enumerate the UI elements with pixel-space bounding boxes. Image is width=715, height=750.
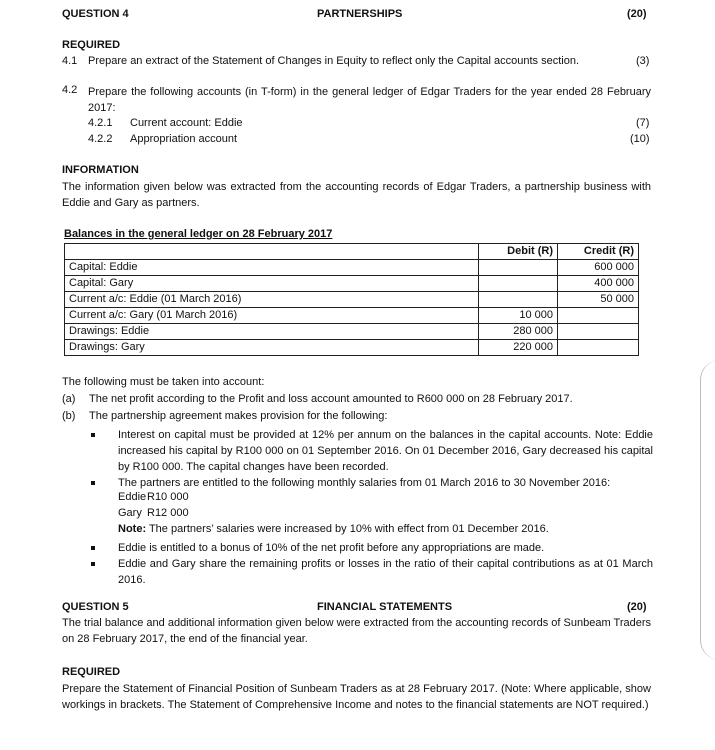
requirement-4-1: Prepare an extract of the Statement of C…	[88, 55, 579, 67]
question-5-intro: The trial balance and additional informa…	[62, 617, 651, 645]
item-number: 4.2.1	[88, 117, 113, 129]
note-label: Note:	[118, 523, 147, 535]
salary-name: Eddie	[118, 491, 147, 503]
requirement-4-2-2: Appropriation account	[130, 133, 238, 145]
debit-cell: 10 000	[478, 307, 558, 324]
item-a-text: The net profit according to the Profit a…	[89, 393, 573, 405]
following-text: The following must be taken into account…	[62, 376, 265, 388]
item-number: 4.1	[62, 55, 78, 67]
table-row: Capital: Gary 400 000	[64, 275, 639, 292]
question-5-requirement: Prepare the Statement of Financial Posit…	[62, 683, 651, 711]
table-row: Drawings: Eddie 280 000	[64, 323, 639, 340]
salary-name: Gary	[118, 507, 142, 519]
credit-cell	[557, 307, 639, 324]
item-b-text: The partnership agreement makes provisio…	[89, 410, 388, 422]
information-text: The information given below was extracte…	[62, 181, 651, 209]
salary-amount: R10 000	[147, 491, 189, 503]
question-4-marks: (20)	[627, 8, 647, 20]
bullet-interest: Interest on capital must be provided at …	[91, 429, 653, 473]
item-label: (a)	[62, 393, 76, 405]
question-4-topic: PARTNERSHIPS	[317, 8, 403, 20]
required-heading: REQUIRED	[62, 39, 121, 51]
marks: (10)	[630, 133, 650, 145]
bullet-bonus: Eddie is entitled to a bonus of 10% of t…	[91, 540, 653, 556]
salary-amount: R12 000	[147, 507, 189, 519]
credit-cell	[557, 339, 639, 356]
account-cell: Capital: Gary	[64, 275, 479, 292]
ledger-table: Debit (R) Credit (R) Capital: Eddie 600 0…	[64, 243, 639, 356]
requirement-4-2: Prepare the following accounts (in T-for…	[88, 86, 651, 114]
question-4-title: QUESTION 4	[62, 8, 129, 20]
marks: (3)	[636, 55, 650, 67]
credit-cell: 600 000	[557, 259, 639, 276]
marks: (7)	[636, 117, 650, 129]
table-header-row: Debit (R) Credit (R)	[64, 243, 639, 260]
table-title: Balances in the general ledger on 28 Feb…	[64, 228, 333, 240]
debit-cell: 280 000	[478, 323, 558, 340]
credit-cell	[557, 323, 639, 340]
item-number: 4.2.2	[88, 133, 113, 145]
bullet-salaries: The partners are entitled to the followi…	[91, 475, 653, 491]
header-credit: Credit (R)	[557, 243, 639, 260]
account-cell: Current a/c: Eddie (01 March 2016)	[64, 291, 479, 308]
bullet-profit-share: Eddie and Gary share the remaining profi…	[91, 558, 653, 586]
header-debit: Debit (R)	[478, 243, 558, 260]
account-cell: Capital: Eddie	[64, 259, 479, 276]
account-cell: Drawings: Eddie	[64, 323, 479, 340]
debit-cell	[478, 291, 558, 308]
question-5-title: QUESTION 5	[62, 601, 129, 613]
debit-cell	[478, 275, 558, 292]
note-text: The partners’ salaries were increased by…	[146, 523, 549, 535]
table-row: Capital: Eddie 600 000	[64, 259, 639, 276]
header-cell	[64, 243, 479, 260]
debit-cell: 220 000	[478, 339, 558, 356]
credit-cell: 400 000	[557, 275, 639, 292]
item-number: 4.2	[62, 84, 78, 96]
required-heading: REQUIRED	[62, 666, 121, 678]
account-cell: Drawings: Gary	[64, 339, 479, 356]
credit-cell: 50 000	[557, 291, 639, 308]
table-row: Drawings: Gary 220 000	[64, 339, 639, 356]
debit-cell	[478, 259, 558, 276]
table-row: Current a/c: Gary (01 March 2016) 10 000	[64, 307, 639, 324]
scrollbar[interactable]	[700, 360, 715, 660]
requirement-4-2-1: Current account: Eddie	[130, 117, 243, 129]
information-heading: INFORMATION	[62, 164, 139, 176]
question-5-marks: (20)	[627, 601, 647, 613]
account-cell: Current a/c: Gary (01 March 2016)	[64, 307, 479, 324]
question-5-topic: FINANCIAL STATEMENTS	[317, 601, 453, 613]
table-row: Current a/c: Eddie (01 March 2016) 50 000	[64, 291, 639, 308]
item-label: (b)	[62, 410, 76, 422]
